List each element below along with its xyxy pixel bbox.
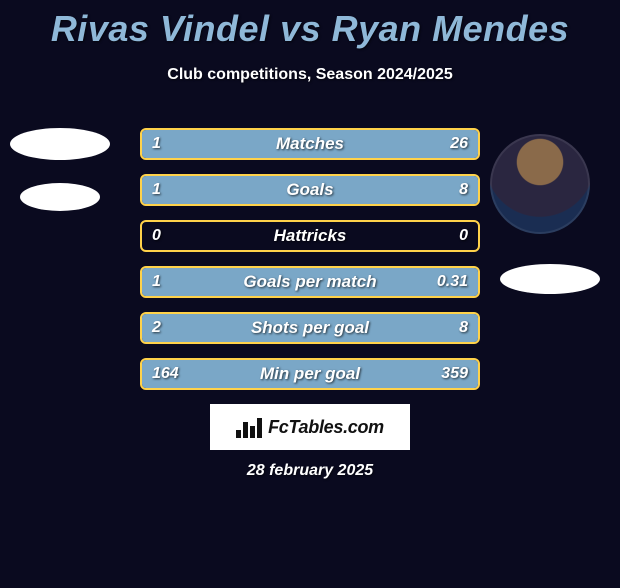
stat-label: Shots per goal bbox=[140, 312, 480, 344]
stat-label: Goals bbox=[140, 174, 480, 206]
player-right-placeholder bbox=[500, 264, 600, 294]
stat-value-right: 0.31 bbox=[437, 266, 468, 298]
stat-value-left: 0 bbox=[152, 220, 161, 252]
fctables-badge: FcTables.com bbox=[210, 404, 410, 450]
stat-value-right: 8 bbox=[459, 312, 468, 344]
stat-value-right: 359 bbox=[441, 358, 468, 390]
player-left-placeholder bbox=[10, 128, 110, 160]
stat-value-left: 2 bbox=[152, 312, 161, 344]
stat-value-right: 8 bbox=[459, 174, 468, 206]
stat-value-right: 26 bbox=[450, 128, 468, 160]
stat-label: Matches bbox=[140, 128, 480, 160]
stat-label: Hattricks bbox=[140, 220, 480, 252]
stat-value-left: 164 bbox=[152, 358, 179, 390]
stat-row: Shots per goal2 8 bbox=[0, 312, 620, 344]
stat-value-left: 1 bbox=[152, 174, 161, 206]
fctables-label: FcTables.com bbox=[268, 417, 384, 438]
stat-label: Goals per match bbox=[140, 266, 480, 298]
stat-value-right: 0 bbox=[459, 220, 468, 252]
stat-value-left: 1 bbox=[152, 266, 161, 298]
player-left-placeholder bbox=[20, 183, 100, 211]
bar-chart-icon bbox=[236, 416, 262, 438]
stat-label: Min per goal bbox=[140, 358, 480, 390]
subtitle: Club competitions, Season 2024/2025 bbox=[0, 66, 620, 84]
page-title: Rivas Vindel vs Ryan Mendes bbox=[0, 8, 620, 50]
stat-value-left: 1 bbox=[152, 128, 161, 160]
date-label: 28 february 2025 bbox=[0, 462, 620, 480]
stat-row: Min per goal164 359 bbox=[0, 358, 620, 390]
player-right-avatar bbox=[490, 134, 590, 234]
